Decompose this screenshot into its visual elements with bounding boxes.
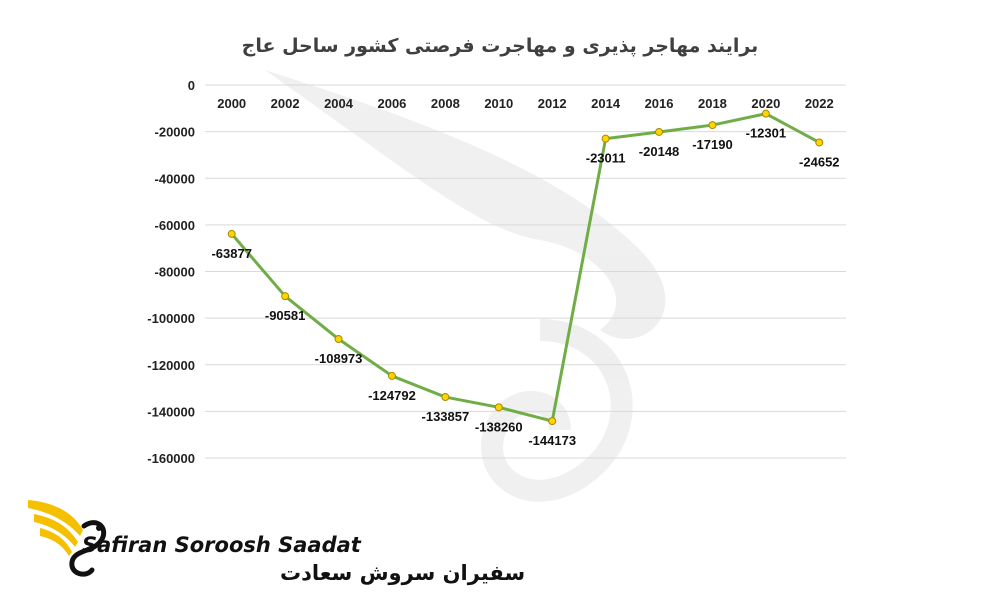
data-point — [815, 138, 824, 147]
chart-title: برایند مهاجر پذیری و مهاجرت فرصتی کشور س… — [242, 35, 759, 57]
points-layer — [227, 109, 824, 426]
watermark-logo — [265, 70, 666, 502]
y-tick-label: 0 — [188, 78, 195, 93]
x-tick-label: 2000 — [217, 96, 246, 111]
data-point — [227, 229, 236, 238]
series-line — [230, 112, 821, 423]
brand-name-en: Safiran Soroosh Saadat — [82, 533, 362, 557]
brand-logo — [28, 500, 107, 577]
data-point — [655, 127, 664, 136]
data-label: -23011 — [586, 151, 626, 166]
data-point — [441, 393, 450, 402]
x-tick-label: 2004 — [324, 96, 354, 111]
data-point — [601, 134, 610, 143]
y-tick-label: -160000 — [147, 451, 195, 466]
y-tick-label: -100000 — [147, 311, 195, 326]
data-label: -20148 — [639, 144, 679, 159]
y-tick-label: -120000 — [147, 358, 195, 373]
data-label: -108973 — [315, 351, 363, 366]
data-label: -90581 — [265, 308, 305, 323]
x-tick-label: 2002 — [271, 96, 300, 111]
x-axis-ticks: 2000 2002 2004 2006 2008 2010 2012 2014 2016 2018… — [217, 96, 834, 111]
data-label: -124792 — [368, 388, 416, 403]
brand-name-fa: سفیران سروش سعادت — [280, 561, 525, 585]
x-tick-label: 2016 — [645, 96, 674, 111]
y-tick-label: -20000 — [155, 125, 195, 140]
data-point — [281, 292, 290, 301]
bird-wing-logo-icon — [28, 500, 107, 577]
y-tick-label: -140000 — [147, 404, 195, 419]
x-tick-label: 2018 — [698, 96, 727, 111]
y-tick-label: -60000 — [155, 218, 195, 233]
data-point — [708, 121, 717, 130]
data-label: -138260 — [475, 419, 523, 434]
x-tick-label: 2006 — [377, 96, 406, 111]
x-tick-label: 2008 — [431, 96, 460, 111]
data-label: -24652 — [799, 154, 839, 169]
y-tick-label: -80000 — [155, 265, 195, 280]
x-tick-label: 2022 — [805, 96, 834, 111]
data-point — [387, 371, 396, 380]
data-label: -17190 — [692, 137, 732, 152]
data-point — [761, 109, 770, 118]
y-axis-ticks: 0 -20000 -40000 -60000 -80000 -100000 -120000 -… — [147, 78, 195, 466]
series-layer — [230, 112, 821, 423]
data-point — [548, 417, 557, 426]
data-labels-layer: -63877 -90581 -108973 -124792 -133857 -138260… — [211, 126, 839, 448]
y-tick-label: -40000 — [155, 171, 195, 186]
x-tick-label: 2014 — [591, 96, 621, 111]
x-tick-label: 2012 — [538, 96, 567, 111]
data-label: -12301 — [746, 126, 786, 141]
data-point — [334, 335, 343, 344]
x-tick-label: 2010 — [484, 96, 513, 111]
x-tick-label: 2020 — [751, 96, 780, 111]
data-point — [494, 403, 503, 412]
data-label: -144173 — [528, 433, 576, 448]
data-label: -63877 — [211, 246, 251, 261]
data-label: -133857 — [422, 409, 470, 424]
